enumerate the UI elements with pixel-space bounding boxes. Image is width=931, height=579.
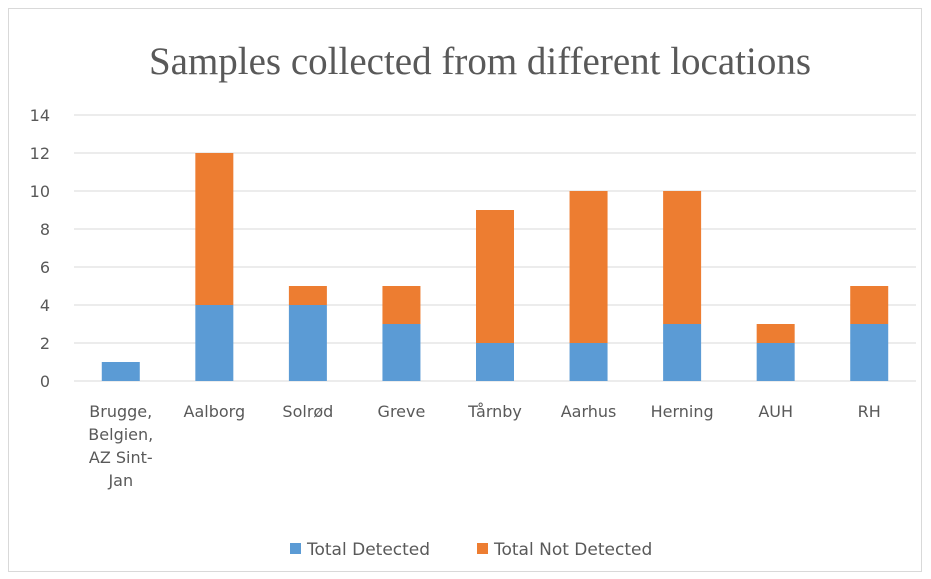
bar-segment-detected xyxy=(850,324,889,381)
chart-frame xyxy=(8,8,922,572)
x-tick-label: Aalborg xyxy=(184,402,246,421)
bar-segment-detected xyxy=(663,324,702,381)
bar-segment-detected xyxy=(476,343,514,381)
y-tick-label: 14 xyxy=(30,106,50,125)
y-tick-label: 0 xyxy=(40,372,50,391)
bar-segment-not-detected xyxy=(476,210,514,343)
x-tick-label: RH xyxy=(858,402,881,421)
y-tick-label: 8 xyxy=(40,220,50,239)
y-tick-label: 12 xyxy=(30,144,50,163)
y-tick-label: 6 xyxy=(40,258,50,277)
x-tick-label: Aarhus xyxy=(561,402,617,421)
bar-segment-detected xyxy=(101,362,140,381)
x-tick-label: Jan xyxy=(107,471,133,490)
bar-segment-not-detected xyxy=(288,286,327,305)
bar-segment-detected xyxy=(756,343,795,381)
bar-segment-not-detected xyxy=(663,191,702,324)
bar-segment-not-detected xyxy=(195,153,234,305)
bar-segment-detected xyxy=(569,343,608,381)
y-tick-label: 4 xyxy=(40,296,50,315)
legend: Total Detected Total Not Detected xyxy=(290,540,652,560)
x-tick-label: Belgien, xyxy=(88,425,153,444)
chart-title: Samples collected from different locatio… xyxy=(149,40,811,83)
x-axis-ticks: Brugge, Belgien, AZ Sint- Jan Aalborg Solrød G… xyxy=(88,402,880,490)
legend-label: Total Detected xyxy=(306,540,430,560)
x-tick-label: Greve xyxy=(378,402,426,421)
x-tick-label: AZ Sint- xyxy=(89,448,153,467)
y-axis-ticks: 0 2 4 6 8 10 12 14 xyxy=(30,106,50,391)
y-tick-label: 2 xyxy=(40,334,50,353)
legend-label: Total Not Detected xyxy=(493,540,652,560)
legend-swatch xyxy=(477,543,488,554)
x-tick-label: Solrød xyxy=(282,402,333,421)
bar-segment-not-detected xyxy=(569,191,608,343)
bar-segment-not-detected xyxy=(382,286,421,324)
bars xyxy=(101,153,889,381)
x-tick-label: Herning xyxy=(651,402,714,421)
bar-segment-detected xyxy=(382,324,421,381)
x-tick-label: AUH xyxy=(758,402,793,421)
x-tick-label: Brugge, xyxy=(89,402,152,421)
legend-swatch xyxy=(290,543,301,554)
bar-segment-not-detected xyxy=(756,324,795,343)
x-tick-label: Tårnby xyxy=(467,402,522,421)
bar-segment-detected xyxy=(288,305,327,381)
y-tick-label: 10 xyxy=(30,182,50,201)
bar-segment-detected xyxy=(195,305,234,381)
bar-segment-not-detected xyxy=(850,286,889,324)
